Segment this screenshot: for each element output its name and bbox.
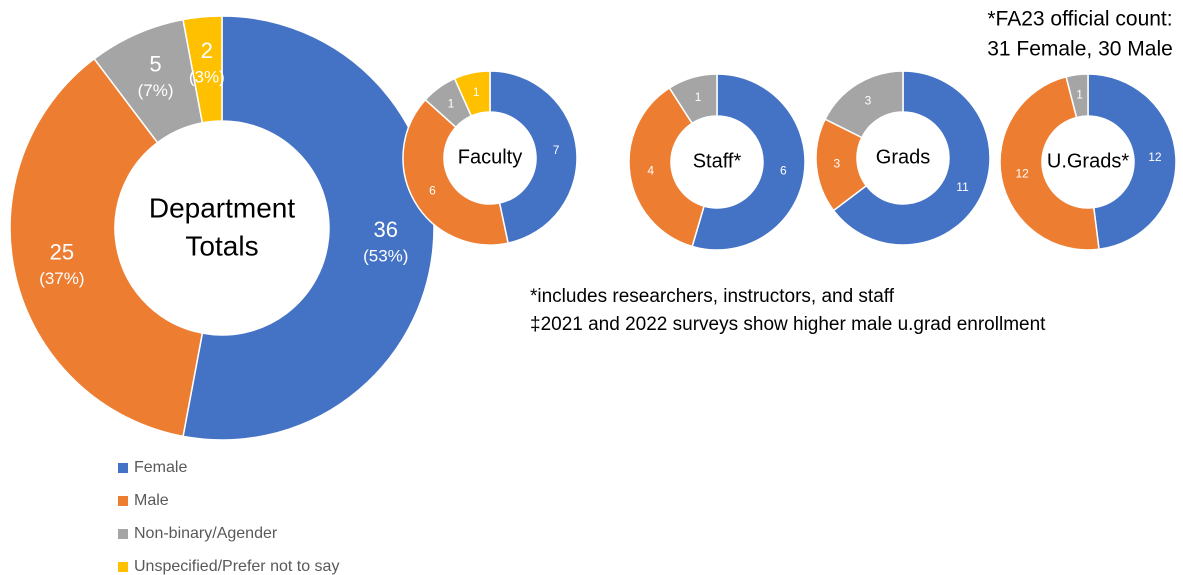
donut-slice (668, 73, 718, 125)
center-label: Department (149, 192, 296, 223)
data-label: 7 (553, 143, 560, 157)
footnote: *includes researchers, instructors, and … (530, 286, 895, 307)
donut-slice (628, 86, 705, 248)
donut-slice (489, 70, 578, 244)
legend-swatch (118, 463, 128, 473)
annotation: *FA23 official count: (987, 8, 1172, 31)
data-label: 12 (1016, 167, 1030, 181)
data-label: 4 (647, 164, 654, 178)
donut-slice (182, 15, 435, 441)
annotation: 31 Female, 30 Male (987, 38, 1173, 61)
data-label: 2 (201, 38, 213, 63)
center-label: U.Grads* (1047, 150, 1129, 172)
data-label: 1 (1076, 88, 1083, 102)
donut-slice (1087, 73, 1177, 251)
data-label: 3 (833, 156, 840, 170)
percentage-label: (7%) (138, 81, 174, 100)
donut-slice (182, 15, 223, 124)
data-label: 11 (956, 180, 969, 194)
data-label: 6 (429, 183, 436, 197)
legend-label: Female (134, 459, 187, 476)
center-label: Totals (185, 230, 258, 261)
data-label: 36 (374, 217, 398, 242)
data-label: 1 (695, 90, 702, 104)
center-label: Faculty (458, 146, 522, 168)
data-label: 6 (780, 164, 787, 178)
legend-swatch (118, 562, 128, 572)
percentage-label: (37%) (39, 269, 84, 288)
center-label: Grads (876, 146, 930, 168)
data-label: 1 (448, 96, 455, 110)
donut-slice (691, 73, 806, 251)
legend-swatch (118, 496, 128, 506)
donut-slice (832, 70, 991, 246)
donut-slice (824, 70, 904, 139)
data-label: 5 (149, 51, 161, 76)
legend-label: Unspecified/Prefer not to say (134, 558, 339, 575)
data-label: 12 (1148, 150, 1162, 164)
footnote: ‡2021 and 2022 surveys show higher male … (530, 314, 1046, 335)
donut-slice (453, 70, 491, 117)
donut-slice (402, 98, 509, 246)
percentage-label: (3%) (189, 68, 225, 87)
legend-label: Male (134, 492, 169, 509)
data-label: 1 (473, 85, 480, 99)
data-label: 25 (50, 239, 74, 264)
data-label: 3 (865, 94, 872, 108)
donut-slice (999, 75, 1100, 251)
legend-label: Non-binary/Agender (134, 525, 278, 542)
legend-swatch (118, 529, 128, 539)
percentage-label: (53%) (363, 247, 408, 266)
donut-slice (1065, 73, 1089, 119)
donut-slice (9, 57, 204, 438)
center-label: Staff* (693, 150, 742, 172)
